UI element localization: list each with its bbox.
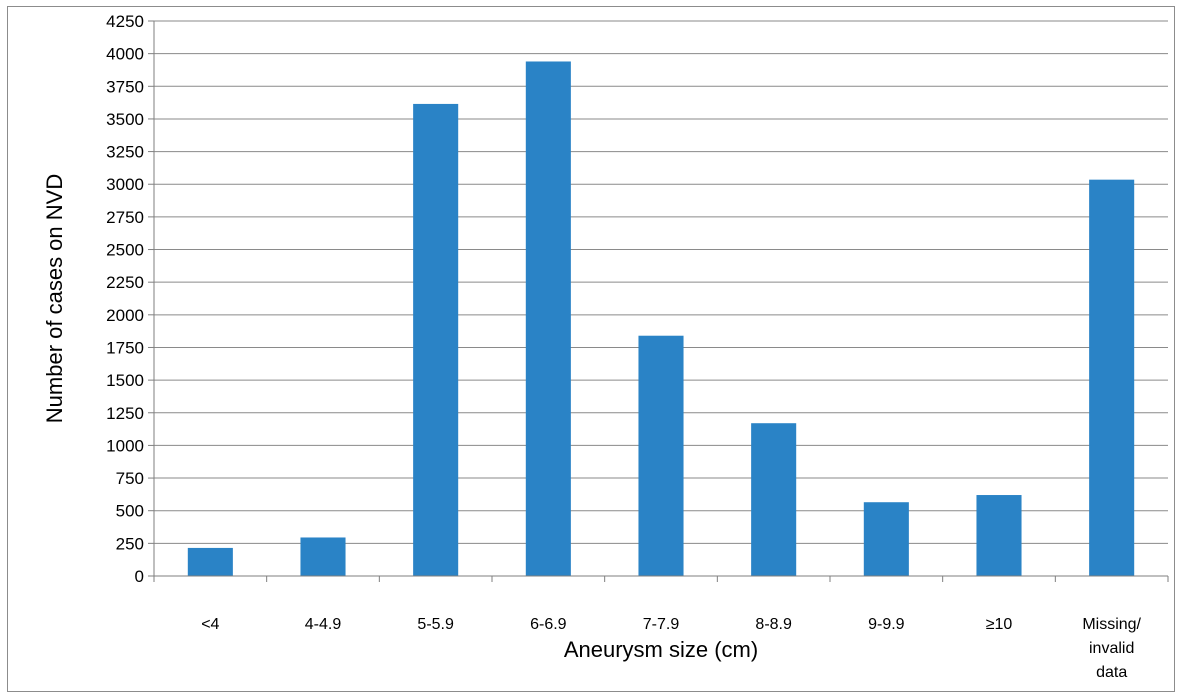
bar-chart: 0 250 500 750 1000 1250 1500 1750 2000 2250 2500 27… [42,12,1169,681]
bar [1089,179,1135,576]
x-tick-label: 9-9.9 [868,616,905,633]
bar [187,547,233,576]
x-tick-label: ≥10 [986,616,1013,633]
y-tick-label: 2750 [106,208,144,227]
x-tick-label: data [1096,664,1127,681]
x-tick-labels: <4 4-4.9 5-5.9 6-6.9 7-7.9 8-8.9 9-9.9 ≥10 Missi… [201,616,1141,681]
y-tick-label: 0 [135,567,144,586]
bar [413,103,459,577]
y-tick-label: 1250 [106,404,144,423]
x-tick-label: Missing/ [1082,616,1141,633]
x-tick-label: invalid [1089,640,1134,657]
y-tick-label: 3500 [106,110,144,129]
y-tick-label: 3750 [106,77,144,96]
y-tick-labels: 0 250 500 750 1000 1250 1500 1750 2000 2250 2500 27… [106,12,144,586]
x-tick-label: <4 [201,616,219,633]
chart-frame: 0 250 500 750 1000 1250 1500 1750 2000 2250 2500 27… [7,6,1175,692]
y-tick-label: 4250 [106,12,144,31]
y-tick-label: 500 [116,502,144,521]
y-tick-label: 1750 [106,338,144,357]
bar [525,61,571,576]
y-tick-label: 250 [116,534,144,553]
x-axis-title: Aneurysm size (cm) [564,637,758,662]
y-tick-label: 2500 [106,241,144,260]
bar [751,423,797,576]
y-tick-label: 3250 [106,143,144,162]
x-tick-label: 4-4.9 [305,616,342,633]
bar [976,495,1022,576]
axes [148,20,1169,582]
bars [187,61,1135,577]
x-tick-label: 6-6.9 [530,616,567,633]
x-tick-label: 8-8.9 [755,616,792,633]
x-tick-label: 7-7.9 [643,616,680,633]
x-tick-label: 5-5.9 [417,616,454,633]
y-axis-title: Number of cases on NVD [42,174,67,423]
y-tick-label: 750 [116,469,144,488]
y-tick-label: 2250 [106,273,144,292]
y-tick-label: 2000 [106,306,144,325]
y-tick-label: 4000 [106,45,144,64]
y-tick-label: 1500 [106,371,144,390]
y-tick-label: 3000 [106,175,144,194]
bar [863,502,909,576]
y-tick-label: 1000 [106,436,144,455]
bar [638,335,684,576]
bar [300,537,346,576]
